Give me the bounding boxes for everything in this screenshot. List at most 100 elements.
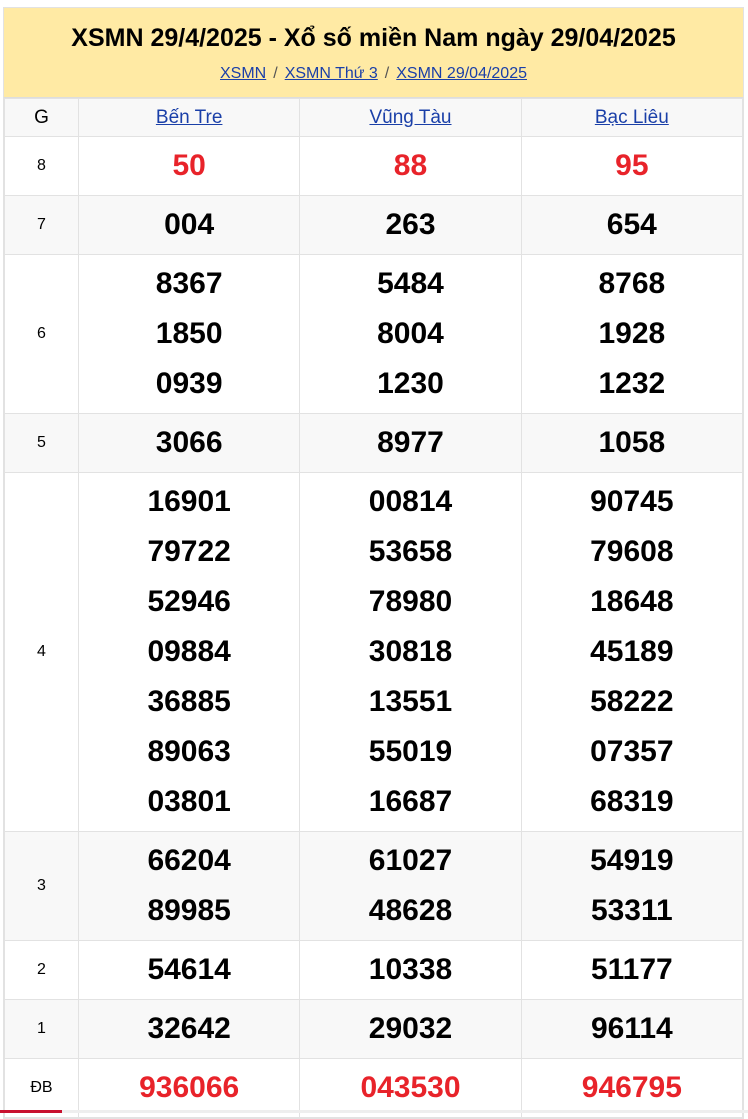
result-number: 51177 — [590, 953, 673, 986]
result-number: 55019 — [368, 735, 453, 768]
result-number: 52946 — [147, 585, 231, 618]
active-tab-indicator — [0, 1110, 62, 1113]
prize-label: 3 — [4, 831, 79, 941]
result-cell: 88 — [299, 136, 522, 196]
result-number: 00814 — [368, 485, 453, 518]
result-cell: 61027 48628 — [299, 831, 522, 941]
result-number: 13551 — [368, 685, 453, 718]
prize-row: 2 54614 10338 51177 — [4, 940, 744, 1000]
prize-row: 5 3066 8977 1058 — [4, 413, 744, 473]
result-cell: 3066 — [77, 413, 301, 473]
column-header-province: Bạc Liêu — [520, 98, 744, 137]
results-table: G Bến Tre Vũng Tàu Bạc Liêu 8 50 88 95 7 004 2… — [4, 98, 744, 1118]
result-cell: 8367 1850 0939 — [77, 254, 301, 414]
result-number: 79608 — [590, 535, 674, 568]
prize-row: 3 66204 89985 61027 48628 54919 53311 — [4, 831, 744, 941]
result-number: 54614 — [147, 953, 231, 986]
result-number: 95 — [615, 149, 649, 182]
result-number: 68319 — [590, 785, 674, 818]
breadcrumb-xsmn[interactable]: XSMN — [220, 65, 267, 82]
result-cell: 50 — [77, 136, 301, 196]
results-panel: XSMN 29/4/2025 - Xổ số miền Nam ngày 29/… — [3, 7, 744, 1119]
result-number: 3066 — [155, 426, 223, 459]
result-cell: 936066 — [77, 1058, 301, 1118]
result-number: 8977 — [377, 426, 444, 459]
result-number: 18648 — [590, 585, 674, 618]
result-cell: 95 — [520, 136, 744, 196]
result-number: 32642 — [147, 1012, 231, 1045]
column-header-prize: G — [4, 98, 79, 137]
column-header-province: Vũng Tàu — [299, 98, 522, 137]
result-number: 66204 — [147, 844, 231, 877]
column-header-province: Bến Tre — [77, 98, 301, 137]
result-cell: 263 — [299, 195, 522, 255]
result-number: 90745 — [590, 485, 674, 518]
result-cell: 29032 — [299, 999, 522, 1059]
result-number: 36885 — [147, 685, 231, 718]
breadcrumb: XSMN / XSMN Thứ 3 / XSMN 29/04/2025 — [4, 65, 743, 83]
result-number: 96114 — [590, 1012, 673, 1045]
result-number: 45189 — [590, 635, 674, 668]
result-cell: 00814 53658 78980 30818 13551 55019 16687 — [299, 472, 522, 832]
result-number: 004 — [164, 208, 215, 241]
result-number: 1230 — [377, 367, 444, 400]
result-number: 89063 — [147, 735, 231, 768]
prize-row: 1 32642 29032 96114 — [4, 999, 744, 1059]
result-number: 8004 — [377, 317, 444, 350]
result-cell: 90745 79608 18648 45189 58222 07357 68319 — [520, 472, 744, 832]
result-cell: 16901 79722 52946 09884 36885 89063 03801 — [77, 472, 301, 832]
prize-label: 2 — [4, 940, 79, 1000]
result-number: 1928 — [598, 317, 666, 350]
result-number: 89985 — [147, 894, 231, 927]
result-number: 16901 — [147, 485, 231, 518]
prize-label: 4 — [4, 472, 79, 832]
result-cell: 8977 — [299, 413, 522, 473]
header: XSMN 29/4/2025 - Xổ số miền Nam ngày 29/… — [4, 8, 743, 98]
province-link-ben-tre[interactable]: Bến Tre — [155, 106, 223, 128]
breadcrumb-separator: / — [384, 65, 390, 82]
result-number: 654 — [606, 208, 657, 241]
prize-label: 6 — [4, 254, 79, 414]
breadcrumb-xsmn-date[interactable]: XSMN 29/04/2025 — [396, 65, 527, 82]
result-number: 10338 — [368, 953, 453, 986]
result-number: 1850 — [155, 317, 223, 350]
result-number: 03801 — [147, 785, 231, 818]
result-cell: 5484 8004 1230 — [299, 254, 522, 414]
breadcrumb-xsmn-thu-3[interactable]: XSMN Thứ 3 — [284, 65, 378, 82]
result-cell: 946795 — [520, 1058, 744, 1118]
result-cell: 54919 53311 — [520, 831, 744, 941]
breadcrumb-separator: / — [273, 65, 278, 82]
prize-row: 6 8367 1850 0939 5484 8004 1230 8768 1928 1232 — [4, 254, 744, 414]
result-number: 09884 — [147, 635, 231, 668]
result-cell: 004 — [77, 195, 301, 255]
prize-label: 1 — [4, 999, 79, 1059]
result-number: 1058 — [598, 426, 666, 459]
result-number: 54919 — [590, 844, 674, 877]
result-cell: 654 — [520, 195, 744, 255]
province-link-bac-lieu[interactable]: Bạc Liêu — [594, 106, 669, 128]
province-link-vung-tau[interactable]: Vũng Tàu — [369, 106, 452, 128]
result-cell: 10338 — [299, 940, 522, 1000]
result-number: 29032 — [368, 1012, 453, 1045]
result-number: 53658 — [368, 535, 453, 568]
table-header-row: G Bến Tre Vũng Tàu Bạc Liêu — [4, 98, 744, 137]
result-number: 58222 — [590, 685, 674, 718]
prize-row: 7 004 263 654 — [4, 195, 744, 255]
prize-row: ĐB 936066 043530 946795 — [4, 1058, 744, 1118]
result-cell: 66204 89985 — [77, 831, 301, 941]
result-number: 07357 — [590, 735, 674, 768]
result-number: 53311 — [590, 894, 673, 927]
page-title: XSMN 29/4/2025 - Xổ số miền Nam ngày 29/… — [71, 24, 676, 52]
result-number: 0939 — [155, 367, 223, 400]
result-number: 78980 — [368, 585, 453, 618]
result-cell: 96114 — [520, 999, 744, 1059]
result-number: 16687 — [368, 785, 453, 818]
prize-label: ĐB — [4, 1058, 79, 1118]
result-number: 263 — [385, 208, 436, 241]
result-cell: 32642 — [77, 999, 301, 1059]
result-cell: 8768 1928 1232 — [520, 254, 744, 414]
result-number: 043530 — [360, 1071, 461, 1104]
result-number: 8768 — [598, 267, 666, 300]
prize-label: 8 — [4, 136, 79, 196]
result-cell: 1058 — [520, 413, 744, 473]
